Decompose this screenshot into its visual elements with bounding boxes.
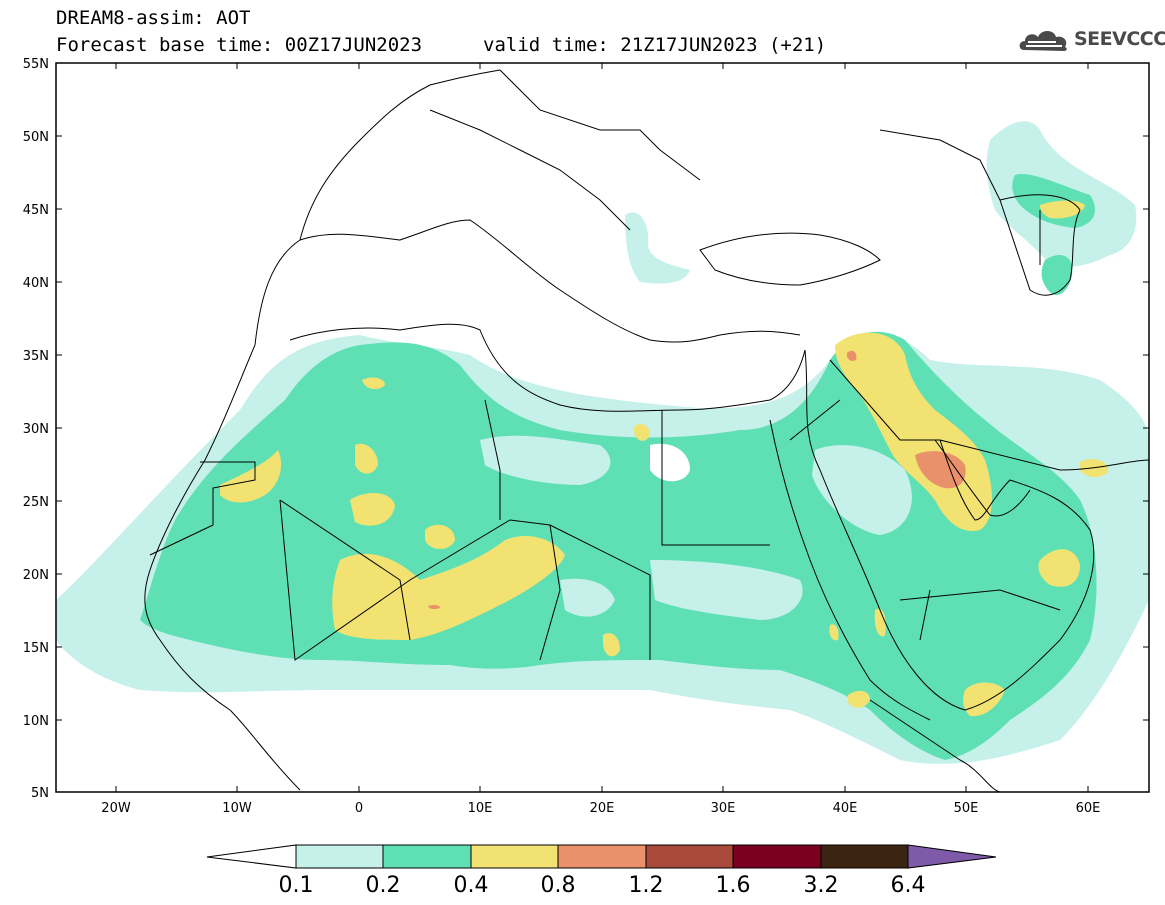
coast-caspian (999, 194, 1081, 296)
aot-hole-sahara (480, 435, 611, 485)
colorbar-label-0-4: 0.4 (454, 873, 489, 898)
border-12 (499, 69, 701, 181)
aot-yellow-algeria-1 (355, 443, 378, 474)
colorbar-segment-1 (295, 844, 384, 869)
aot-yellow-red-sea-w (829, 624, 839, 641)
border-13 (429, 109, 631, 231)
lat-label-35n: 35N (23, 349, 49, 364)
lon-axis: 20W 10W 0 10E 20E 30E 40E 50E 60E (101, 63, 1100, 816)
aot-hole-libya (650, 443, 690, 482)
aot-yellow-eritrea (874, 608, 886, 637)
aot-yellow-chad (603, 633, 620, 657)
lat-axis: 55N 50N 45N 40N 35N 30N 25N 20N 15N 10N … (23, 57, 1149, 801)
lat-label-20n: 20N (23, 568, 49, 583)
seevccc-logo: SEEVCCC (1016, 24, 1165, 58)
cloud-icon (1019, 31, 1067, 51)
aot-orange-niger (428, 604, 440, 610)
aot-yellow-central-sahara (332, 535, 565, 640)
coast-black-sea (699, 232, 881, 286)
border-8 (789, 399, 841, 441)
aot-shading (56, 121, 1149, 764)
aot-orange-iraq-n (846, 350, 857, 361)
aot-yellow-libya (633, 424, 650, 441)
border-2 (279, 499, 651, 661)
border-14 (879, 129, 1001, 201)
border-9 (899, 589, 1061, 611)
lat-label-40n: 40N (23, 276, 49, 291)
border-6 (539, 524, 561, 661)
lat-label-55n: 55N (23, 57, 49, 72)
colorbar-segment-2 (382, 844, 472, 869)
aot-hole-chad (560, 578, 615, 617)
lon-label-50e: 50E (954, 801, 979, 816)
lat-label-15n: 15N (23, 641, 49, 656)
border-7 (829, 359, 940, 441)
border-1 (149, 461, 256, 556)
coast-horn (869, 699, 1001, 792)
lat-label-5n: 5N (31, 786, 49, 801)
coast-persian-gulf (934, 439, 1031, 517)
lat-label-50n: 50N (23, 130, 49, 145)
aot-band-green-caspian (1041, 255, 1073, 295)
coast-arabia (804, 349, 1095, 711)
border-4 (484, 399, 501, 520)
aot-yellow-algeria-3 (362, 377, 385, 390)
valid-time: valid time: 21Z17JUN2023 (+21) (483, 34, 827, 56)
aot-band-light-balkans (625, 212, 690, 284)
lon-label-40e: 40E (833, 801, 858, 816)
coast-mediterranean-north (254, 219, 801, 346)
colorbar-under-arrow (206, 844, 297, 869)
logo-text: SEEVCCC (1074, 28, 1165, 50)
lon-label-10w: 10W (222, 801, 252, 816)
aot-orange-iraq (915, 451, 966, 489)
colorbar-over-arrow (907, 844, 997, 869)
lat-label-10n: 10N (23, 714, 49, 729)
coast-iran (939, 439, 1149, 471)
colorbar-label-6-4: 6.4 (891, 873, 926, 898)
colorbar-segment-4 (557, 844, 647, 869)
aot-band-green (140, 331, 1097, 760)
coast-europe (299, 69, 501, 241)
lon-label-60e: 60E (1076, 801, 1101, 816)
aot-yellow-morocco (220, 450, 282, 503)
border-5 (661, 410, 770, 546)
colorbar-segment-5 (645, 844, 734, 869)
coast-red-sea (769, 419, 931, 721)
lat-label-25n: 25N (23, 495, 49, 510)
aot-yellow-uae (1080, 459, 1109, 478)
colorbar-label-3-2: 3.2 (804, 873, 839, 898)
lon-label-20w: 20W (101, 801, 131, 816)
aot-yellow-niger (425, 524, 455, 549)
lon-label-20e: 20E (590, 801, 615, 816)
forecast-base-time: Forecast base time: 00Z17JUN2023 (56, 34, 423, 56)
colorbar-segment-6 (732, 844, 822, 869)
lat-label-30n: 30N (23, 422, 49, 437)
border-10 (919, 589, 931, 641)
coast-west-africa (144, 344, 301, 791)
colorbar: 0.1 0.2 0.4 0.8 1.2 1.6 3.2 6.4 (206, 844, 997, 898)
colorbar-label-1-2: 1.2 (629, 873, 664, 898)
aot-yellow-yemen (963, 682, 1005, 717)
colorbar-label-0-8: 0.8 (541, 873, 576, 898)
aot-yellow-djibouti (848, 690, 870, 708)
colorbar-label-0-2: 0.2 (366, 873, 401, 898)
colorbar-label-0-1: 0.1 (279, 873, 314, 898)
coastlines (144, 69, 1149, 792)
colorbar-segment-7 (820, 844, 909, 869)
colorbar-label-1-6: 1.6 (716, 873, 751, 898)
coast-north-africa (289, 323, 806, 412)
border-3 (279, 499, 411, 641)
aot-yellow-oman (1038, 549, 1080, 587)
aot-hole-saudi (812, 445, 912, 535)
map-title: DREAM8-assim: AOT (56, 7, 251, 29)
lon-label-0: 0 (355, 801, 363, 816)
aot-hole-egypt-sudan (650, 560, 803, 620)
lon-label-30e: 30E (711, 801, 736, 816)
aot-yellow-caspian (1040, 200, 1085, 219)
aot-yellow-algeria-2 (350, 493, 395, 526)
lon-label-10e: 10E (468, 801, 493, 816)
lat-label-45n: 45N (23, 203, 49, 218)
colorbar-segment-3 (470, 844, 559, 869)
